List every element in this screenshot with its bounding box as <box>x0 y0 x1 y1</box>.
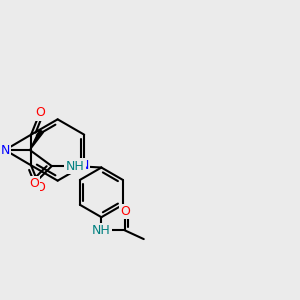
Text: O: O <box>35 181 45 194</box>
Text: NH: NH <box>92 224 111 237</box>
Text: O: O <box>120 205 130 218</box>
Polygon shape <box>30 130 44 150</box>
Text: NH: NH <box>66 160 85 172</box>
Text: O: O <box>29 177 39 190</box>
Text: O: O <box>35 106 45 119</box>
Text: N: N <box>80 159 89 172</box>
Text: N: N <box>0 143 10 157</box>
